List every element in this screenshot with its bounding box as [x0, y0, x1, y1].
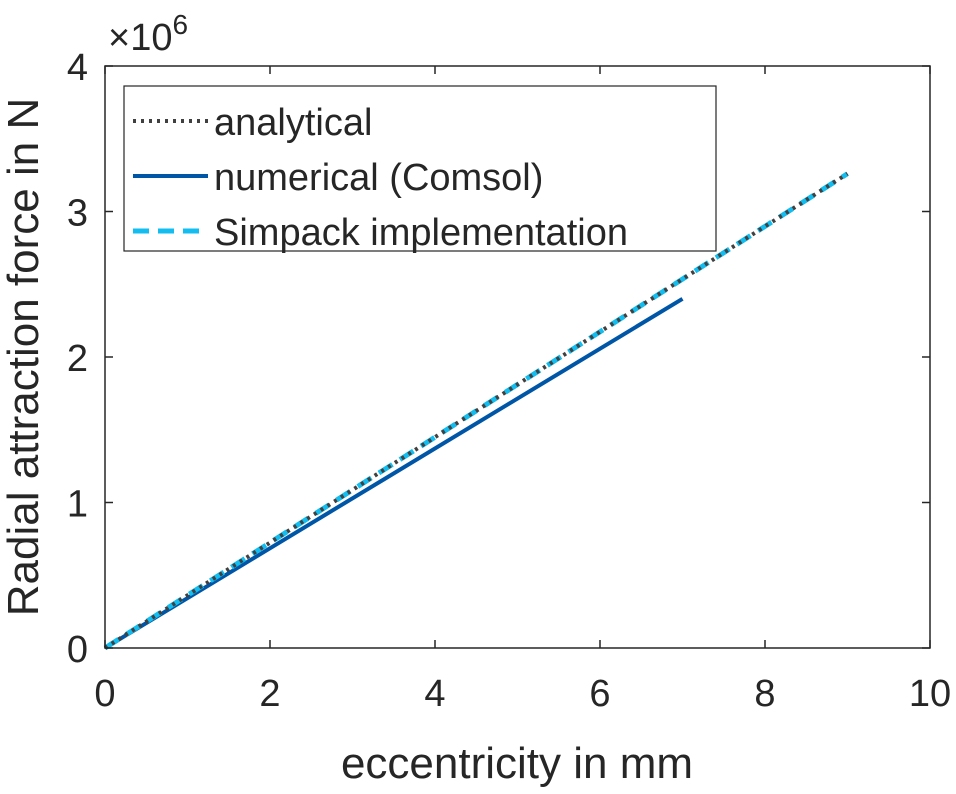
legend-box [123, 85, 717, 252]
x-axis-label: eccentricity in mm [341, 739, 693, 788]
y-tick-label: 1 [67, 484, 88, 526]
legend-label: numerical (Comsol) [214, 157, 543, 199]
y-tick-label: 3 [67, 193, 88, 235]
x-tick-label: 0 [94, 673, 115, 715]
legend-label: Simpack implementation [214, 212, 628, 254]
x-tick-label: 2 [259, 673, 280, 715]
y-axis-label: Radial attraction force in N [0, 98, 48, 616]
y-tick-label: 2 [67, 338, 88, 380]
series-line-analytical [103, 171, 849, 650]
y-tick-label: 0 [67, 629, 88, 671]
x-tick-label: 10 [909, 673, 951, 715]
y-exponent-label: ×106 [108, 9, 188, 59]
legend: analytical numerical (Comsol) Simpack impl… [123, 85, 717, 254]
x-tick-label: 6 [589, 673, 610, 715]
x-tick-label: 8 [754, 673, 775, 715]
series-line-numerical-comsol [103, 297, 684, 650]
x-tick-label: 4 [424, 673, 445, 715]
y-tick-label: 4 [67, 47, 88, 89]
legend-label: analytical [214, 102, 372, 144]
